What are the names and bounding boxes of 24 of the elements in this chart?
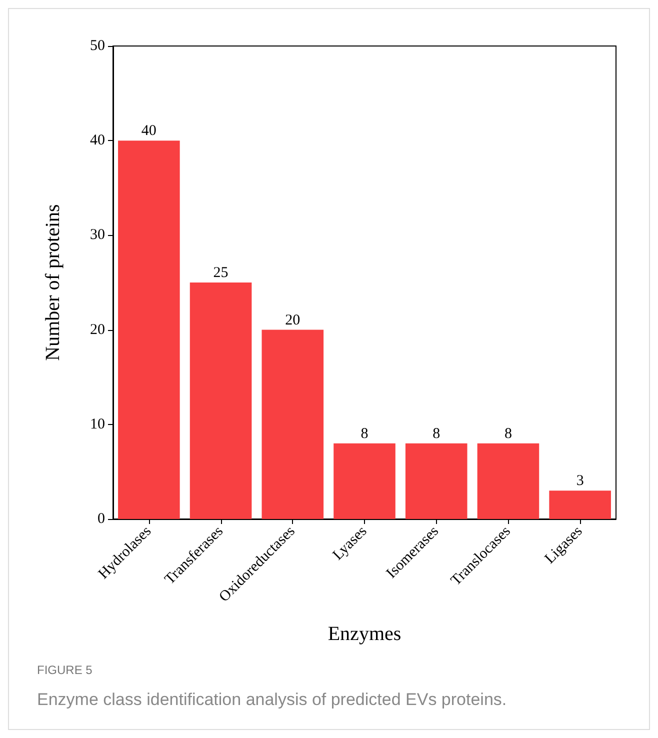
x-axis-title: Enzymes [328, 623, 402, 645]
y-tick-label: 0 [98, 511, 105, 527]
text: Enzyme class identification analysis of predicted EVs proteins. [37, 690, 507, 709]
y-axis-title: Number of proteins [42, 204, 64, 361]
data-label: 3 [576, 473, 584, 490]
bar [190, 282, 252, 519]
y-tick-label: 20 [90, 322, 105, 338]
bar [118, 140, 180, 519]
bar [477, 443, 540, 519]
data-label: 8 [432, 426, 440, 442]
bar [334, 443, 396, 519]
data-label: 8 [360, 426, 368, 442]
data-label: 20 [285, 312, 300, 328]
data-label: 40 [141, 123, 156, 140]
bar [549, 490, 611, 519]
data-label: 25 [213, 265, 228, 281]
y-tick-label: 30 [90, 227, 105, 244]
bar [262, 330, 324, 519]
y-tick-label: 50 [90, 38, 105, 54]
caption: FIGURE 5 [37, 663, 93, 677]
y-tick-label: 40 [90, 132, 105, 149]
data-label: 8 [504, 426, 512, 442]
y-tick-label: 10 [90, 416, 105, 432]
bar [405, 443, 468, 519]
